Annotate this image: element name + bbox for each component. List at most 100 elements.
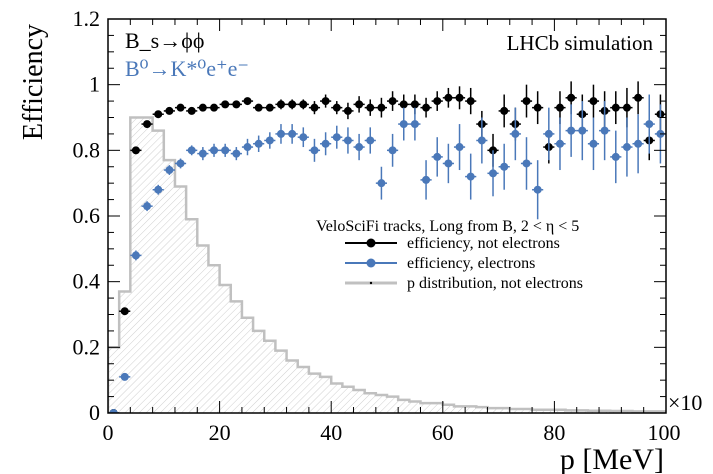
point-electrons xyxy=(343,136,352,145)
point-not-electrons xyxy=(355,100,364,109)
y-axis-title: Efficiency xyxy=(18,24,49,140)
point-not-electrons xyxy=(265,103,274,112)
point-electrons xyxy=(165,166,174,175)
point-electrons xyxy=(500,162,509,171)
point-electrons xyxy=(622,143,631,152)
point-not-electrons xyxy=(500,106,509,115)
point-electrons xyxy=(210,146,219,155)
legend-marker-p-distribution xyxy=(369,281,373,285)
point-electrons xyxy=(109,409,118,413)
point-electrons xyxy=(321,139,330,148)
point-not-electrons xyxy=(187,106,196,115)
legend-entry-not-electrons: efficiency, not electrons xyxy=(345,235,560,252)
point-not-electrons xyxy=(154,110,163,119)
point-not-electrons xyxy=(611,103,620,112)
axis-ticks xyxy=(107,18,667,414)
point-electrons xyxy=(477,136,486,145)
point-not-electrons xyxy=(165,106,174,115)
x-tick-label: 100 xyxy=(648,420,681,445)
point-electrons xyxy=(120,372,129,381)
point-not-electrons xyxy=(221,100,230,109)
x-tick-label: 40 xyxy=(320,420,342,445)
point-electrons xyxy=(221,146,230,155)
point-not-electrons xyxy=(299,100,308,109)
point-electrons xyxy=(611,152,620,161)
point-electrons xyxy=(634,139,643,148)
point-not-electrons xyxy=(533,103,542,112)
legend-entry-electrons: efficiency, electrons xyxy=(345,255,535,272)
point-electrons xyxy=(243,143,252,152)
x-tick-label: 60 xyxy=(432,420,454,445)
point-not-electrons xyxy=(276,100,285,109)
point-electrons xyxy=(377,179,386,188)
point-not-electrons xyxy=(555,103,564,112)
x-tick-labels: 0 20 40 60 80 100 xyxy=(103,420,681,445)
point-electrons xyxy=(466,172,475,181)
decay-label-b0: B⁰→K*⁰e⁺e⁻ xyxy=(125,56,249,81)
point-not-electrons xyxy=(332,103,341,112)
point-not-electrons xyxy=(455,93,464,102)
point-not-electrons xyxy=(243,97,252,106)
point-electrons xyxy=(288,129,297,138)
legend-entry-p-distribution: p distribution, not electrons xyxy=(345,275,583,292)
point-electrons xyxy=(399,120,408,129)
point-electrons xyxy=(232,149,241,158)
point-electrons xyxy=(310,146,319,155)
point-electrons xyxy=(154,185,163,194)
y-tick-label: 1 xyxy=(89,72,100,97)
x-tick-label: 80 xyxy=(543,420,565,445)
lhcb-simulation-label: LHCb simulation xyxy=(507,31,654,55)
point-not-electrons xyxy=(321,97,330,106)
point-not-electrons xyxy=(634,93,643,102)
point-electrons xyxy=(444,159,453,168)
point-electrons xyxy=(555,139,564,148)
point-electrons xyxy=(422,175,431,184)
legend: VeloSciFi tracks, Long from B, 2 < η < 5… xyxy=(316,218,583,292)
point-not-electrons xyxy=(522,97,531,106)
point-electrons xyxy=(131,251,140,260)
point-electrons xyxy=(366,136,375,145)
point-electrons xyxy=(332,133,341,142)
point-not-electrons xyxy=(143,120,152,129)
y-tick-labels: 0 0.2 0.4 0.6 0.8 1 1.2 xyxy=(73,6,101,425)
legend-title: VeloSciFi tracks, Long from B, 2 < η < 5 xyxy=(316,218,579,235)
point-not-electrons xyxy=(131,146,140,155)
point-not-electrons xyxy=(377,103,386,112)
point-electrons xyxy=(489,169,498,178)
point-not-electrons xyxy=(444,93,453,102)
legend-label-not-electrons: efficiency, not electrons xyxy=(407,235,560,252)
point-not-electrons xyxy=(176,103,185,112)
point-electrons xyxy=(187,146,196,155)
point-electrons xyxy=(511,129,520,138)
point-electrons xyxy=(254,139,263,148)
point-electrons xyxy=(388,146,397,155)
point-not-electrons xyxy=(466,97,475,106)
x-tick-label: 0 xyxy=(103,420,114,445)
point-electrons xyxy=(143,202,152,211)
point-electrons xyxy=(299,133,308,142)
point-not-electrons xyxy=(388,97,397,106)
point-not-electrons xyxy=(366,103,375,112)
y-tick-label: 0.8 xyxy=(73,137,101,162)
point-electrons xyxy=(522,159,531,168)
point-electrons xyxy=(433,152,442,161)
histogram-fill xyxy=(108,117,666,413)
point-not-electrons xyxy=(399,100,408,109)
y-tick-label: 0 xyxy=(89,400,100,425)
decay-label-bs: B_s→ϕϕ xyxy=(125,28,204,53)
point-not-electrons xyxy=(310,103,319,112)
efficiency-points xyxy=(108,81,666,413)
y-tick-label: 1.2 xyxy=(73,6,101,31)
point-not-electrons xyxy=(288,100,297,109)
point-not-electrons xyxy=(120,307,129,316)
histogram-outline xyxy=(108,116,666,413)
y-tick-label: 0.6 xyxy=(73,203,101,228)
point-electrons xyxy=(645,120,654,129)
point-not-electrons xyxy=(589,97,598,106)
point-electrons xyxy=(567,126,576,135)
legend-marker-electrons xyxy=(366,258,376,268)
x-axis-title: p [MeV] xyxy=(560,443,664,474)
point-electrons xyxy=(198,149,207,158)
point-not-electrons xyxy=(433,97,442,106)
